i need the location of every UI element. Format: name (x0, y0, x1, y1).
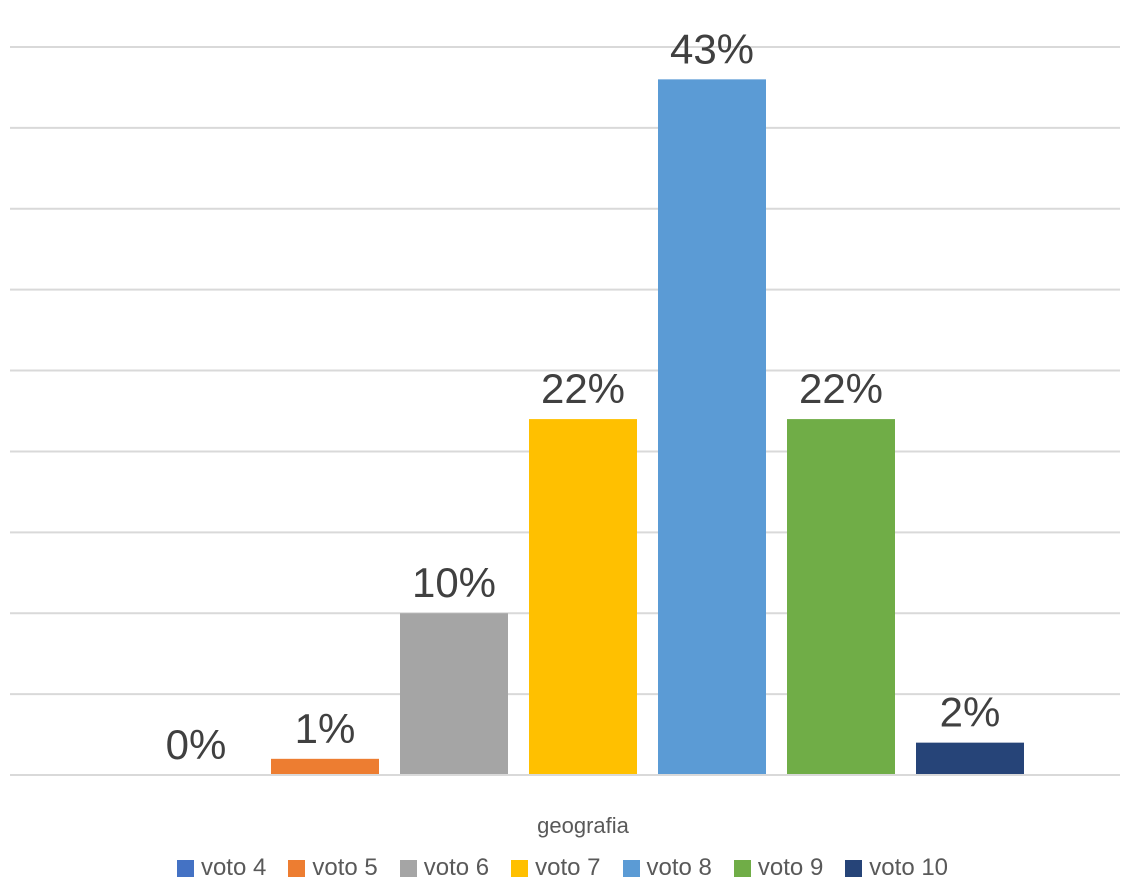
data-label-voto-5: 1% (295, 705, 356, 752)
legend-item-voto-5: voto 5 (288, 854, 378, 882)
legend-item-voto-7: voto 7 (511, 854, 601, 882)
bar-voto-8 (658, 79, 766, 776)
legend: voto 4 voto 5 voto 6 voto 7 voto 8 voto 9 voto… (0, 852, 1125, 884)
data-label-voto-8: 43% (670, 25, 754, 72)
legend-label: voto 9 (757, 854, 824, 881)
legend-swatch (399, 859, 417, 877)
bars (271, 79, 1024, 776)
legend-label: voto 8 (646, 854, 712, 881)
legend-item-voto-9: voto 9 (733, 854, 824, 882)
bar-voto-6 (400, 613, 508, 775)
legend-swatch (176, 859, 194, 877)
legend-item-voto-8: voto 8 (622, 854, 712, 882)
bar-voto-7 (529, 419, 637, 775)
data-labels: 0% 1% 10% 22% 43% 22% 2% (166, 25, 1001, 768)
legend-item-voto-6: voto 6 (399, 854, 490, 882)
legend-label: voto 4 (200, 854, 267, 881)
bar-voto-5 (271, 758, 379, 775)
legend-item-voto-4: voto 4 (176, 854, 267, 882)
legend-swatch (622, 859, 640, 877)
legend-label: voto 5 (312, 854, 378, 881)
legend-swatch (845, 859, 863, 877)
data-label-voto-4: 0% (166, 721, 227, 768)
bar-chart: 0% 1% 10% 22% 43% 22% 2% geografia (10, 25, 1120, 838)
legend-item-voto-10: voto 10 (845, 854, 948, 882)
legend-label: voto 10 (869, 854, 949, 881)
gridlines (10, 46, 1120, 696)
data-label-voto-10: 2% (940, 689, 1001, 736)
legend-swatch (511, 859, 529, 877)
legend-label: voto 6 (423, 854, 490, 881)
bar-voto-9 (787, 419, 895, 775)
data-label-voto-6: 10% (412, 559, 496, 606)
legend-swatch (288, 859, 306, 877)
category-label: geografia (537, 813, 630, 838)
bar-voto-10 (916, 742, 1024, 775)
data-label-voto-9: 22% (799, 365, 883, 412)
legend-label: voto 7 (535, 854, 601, 881)
legend-swatch (733, 859, 751, 877)
data-label-voto-7: 22% (541, 365, 625, 412)
